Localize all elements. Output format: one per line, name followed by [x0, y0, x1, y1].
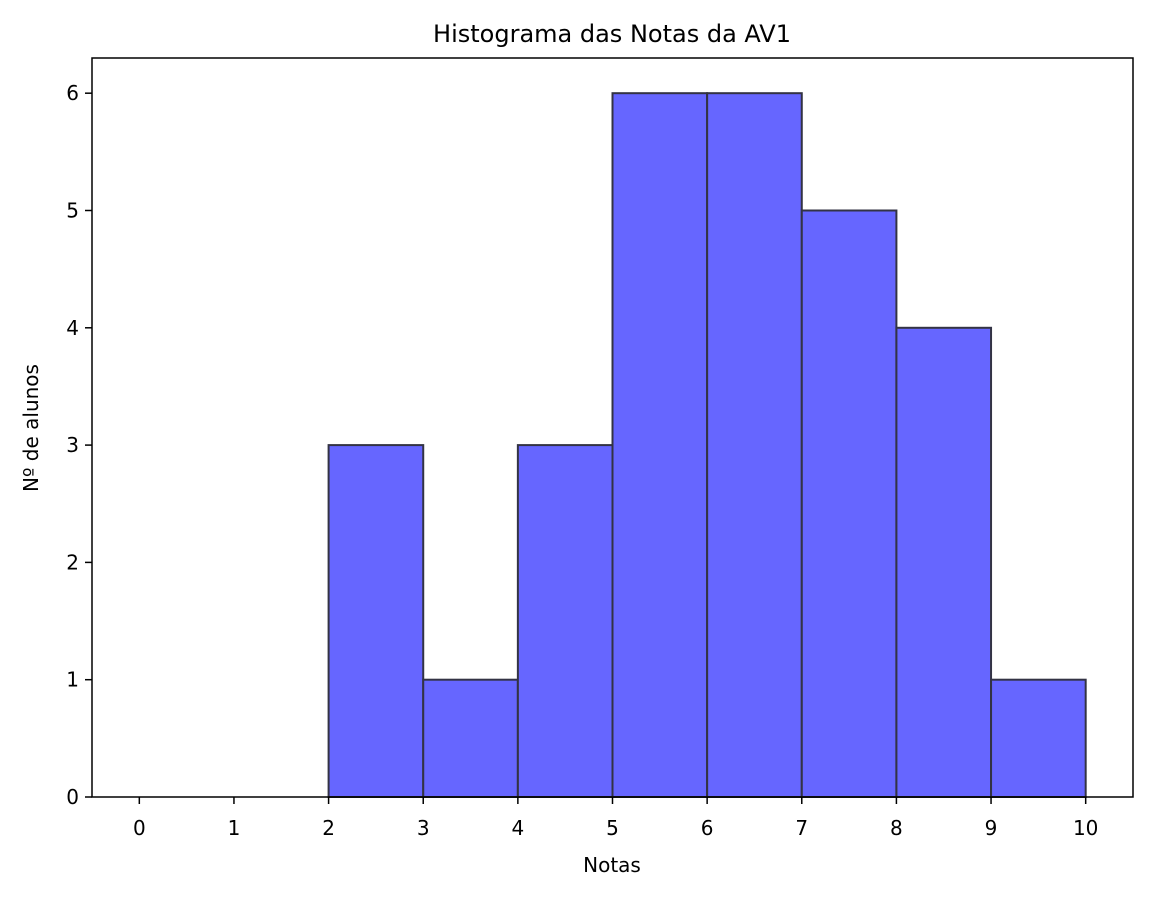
x-axis-label: Notas [583, 853, 641, 877]
x-tick-label: 2 [322, 816, 335, 840]
x-tick-label: 8 [890, 816, 903, 840]
bar [800, 209, 898, 798]
bar [516, 444, 614, 798]
bar [327, 444, 425, 798]
bar [611, 92, 709, 798]
x-tick-label: 1 [228, 816, 241, 840]
y-tick-label: 5 [66, 198, 79, 222]
x-tick-label: 10 [1073, 816, 1098, 840]
x-tick-label: 5 [606, 816, 619, 840]
x-tick-label: 6 [701, 816, 714, 840]
chart-title: Histograma das Notas da AV1 [433, 20, 791, 48]
x-tick-label: 0 [133, 816, 146, 840]
y-tick-label: 0 [66, 785, 79, 809]
x-tick-label: 7 [795, 816, 808, 840]
bar [895, 326, 993, 798]
y-tick-label: 3 [66, 433, 79, 457]
x-tick-label: 3 [417, 816, 430, 840]
y-tick-label: 4 [66, 316, 79, 340]
y-tick-label: 2 [66, 550, 79, 574]
bar [422, 678, 519, 799]
x-tick-label: 9 [985, 816, 998, 840]
x-tick-label: 4 [511, 816, 524, 840]
y-tick-label: 1 [66, 668, 79, 692]
bar [990, 678, 1087, 799]
bar [706, 92, 803, 798]
y-axis-label: Nº de alunos [19, 364, 43, 492]
y-tick-label: 6 [66, 81, 79, 105]
